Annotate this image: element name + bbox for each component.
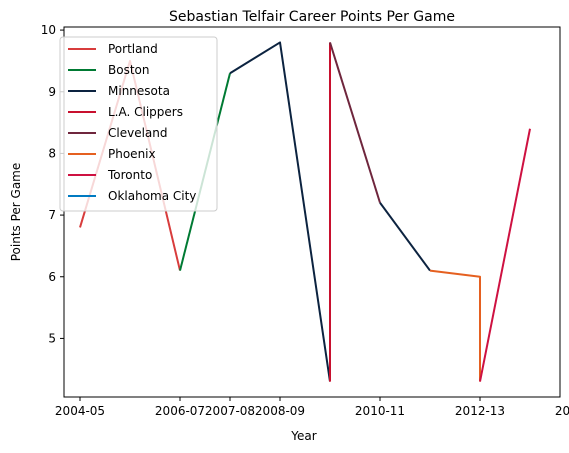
legend-label-5: Phoenix bbox=[108, 147, 156, 161]
series-line-5 bbox=[379, 202, 431, 272]
legend-frame bbox=[59, 36, 218, 212]
plot-frame bbox=[63, 26, 561, 398]
legend-label-3: L.A. Clippers bbox=[108, 105, 183, 119]
chart-title: Sebastian Telfair Career Points Per Game bbox=[169, 9, 455, 25]
legend-label-1: Boston bbox=[108, 63, 149, 77]
y-tick-label-1: 6 bbox=[48, 270, 56, 284]
series-line-2 bbox=[229, 41, 331, 382]
legend-label-0: Portland bbox=[108, 42, 158, 56]
x-tick-label-4: 2010-11 bbox=[355, 404, 405, 418]
x-tick-label-2: 2007-08 bbox=[205, 404, 255, 418]
legend: Portland Boston Minnesota L.A. Clippers Clev… bbox=[59, 36, 218, 212]
y-tick-label-2: 7 bbox=[48, 208, 56, 222]
legend-label-2: Minnesota bbox=[108, 84, 170, 98]
series-line-7 bbox=[479, 128, 531, 382]
legend-label-4: Cleveland bbox=[108, 126, 168, 140]
x-axis-label: Year bbox=[290, 429, 316, 443]
y-axis-label: Points Per Game bbox=[9, 163, 23, 262]
y-tick-label-0: 5 bbox=[48, 331, 56, 345]
legend-label-6: Toronto bbox=[107, 168, 152, 182]
x-tick-label-5: 2012-13 bbox=[455, 404, 505, 418]
series-line-6 bbox=[429, 269, 481, 382]
y-tick-label-5: 10 bbox=[41, 23, 56, 37]
legend-label-7: Oklahoma City bbox=[108, 189, 196, 203]
x-axis-ticks: 2004-05 2006-07 2007-08 2008-09 2010-11 2012-… bbox=[55, 397, 569, 418]
y-tick-label-4: 9 bbox=[48, 85, 56, 99]
x-tick-label-3: 2008-09 bbox=[255, 404, 305, 418]
x-tick-label-1: 2006-07 bbox=[155, 404, 205, 418]
x-tick-label-6: 2014-15 bbox=[555, 404, 569, 418]
y-tick-label-3: 8 bbox=[48, 146, 56, 160]
series-line-4 bbox=[329, 42, 381, 204]
x-tick-label-0: 2004-05 bbox=[55, 404, 105, 418]
